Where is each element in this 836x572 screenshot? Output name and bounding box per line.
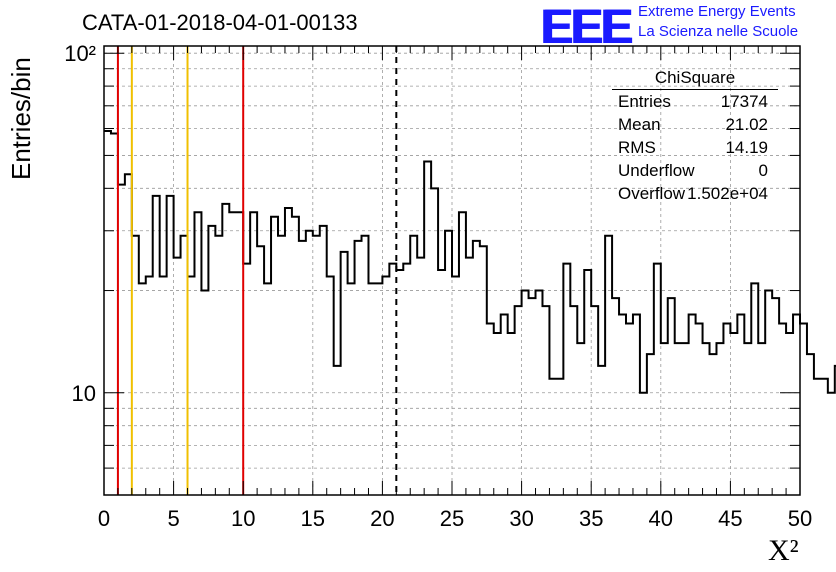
x-tick-label: 15: [301, 506, 325, 531]
marker-lines: [116, 46, 398, 495]
eee-logo: EEE: [540, 1, 632, 54]
stats-value: 21.02: [725, 115, 768, 134]
stats-row-rms: RMS 14.19: [618, 136, 768, 159]
y-tick-label: 10²: [64, 41, 96, 66]
chart-title: CATA-01-2018-04-01-00133: [82, 10, 358, 35]
x-tick-label: 45: [718, 506, 742, 531]
stats-label: Mean: [618, 115, 661, 134]
stats-row-mean: Mean 21.02: [618, 113, 768, 136]
y-axis-label: Entries/bin: [6, 57, 36, 180]
x-tick-label: 30: [509, 506, 533, 531]
stats-value: 17374: [720, 92, 768, 111]
x-tick-label: 35: [579, 506, 603, 531]
x-tick-label: 40: [649, 506, 673, 531]
x-tick-label: 0: [98, 506, 110, 531]
axes: 0 5 10 15 20 25 30 35 40 45 50 10 10²: [64, 41, 812, 531]
brand-line-1: Extreme Energy Events: [638, 3, 796, 20]
stats-label: Underflow: [618, 161, 695, 180]
stats-label: RMS: [618, 138, 656, 157]
stats-value: 14.19: [725, 138, 768, 157]
x-tick-label: 10: [231, 506, 255, 531]
stats-value: 1.502e+04: [687, 184, 768, 203]
x-tick-label: 25: [440, 506, 464, 531]
stats-box: ChiSquare Entries 17374 Mean 21.02 RMS 1…: [612, 68, 778, 205]
stats-row-entries: Entries 17374: [618, 90, 768, 113]
stats-box-title: ChiSquare: [612, 68, 778, 90]
x-tick-label: 5: [167, 506, 179, 531]
stats-label: Entries: [618, 92, 671, 111]
x-tick-label: 20: [370, 506, 394, 531]
stats-row-underflow: Underflow 0: [618, 159, 768, 182]
stats-row-overflow: Overflow 1.502e+04: [618, 182, 768, 205]
stats-value: 0: [758, 161, 768, 180]
histogram: [104, 130, 836, 394]
y-tick-label: 10: [72, 381, 96, 406]
x-tick-label: 50: [788, 506, 812, 531]
brand-line-2: La Scienza nelle Scuole: [638, 23, 799, 40]
x-axis-label: X²: [768, 534, 799, 567]
histogram-line: [104, 130, 836, 394]
stats-label: Overflow: [618, 184, 686, 203]
